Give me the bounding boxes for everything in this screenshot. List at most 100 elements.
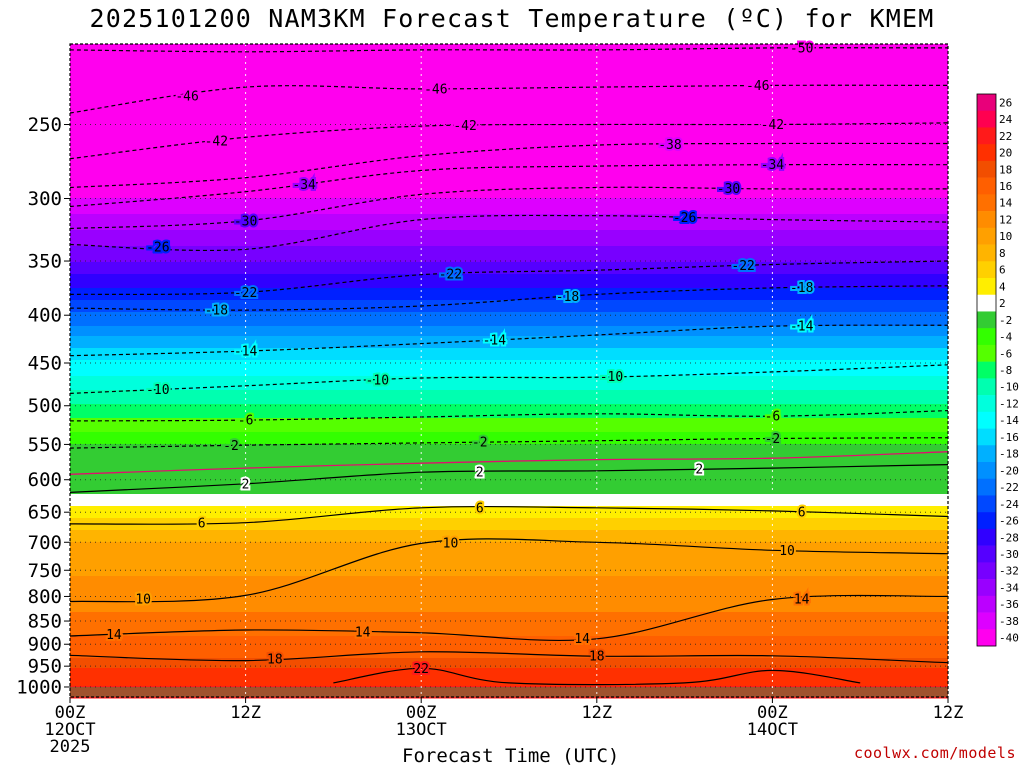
field-band	[70, 344, 948, 347]
isotherm-label: 2	[242, 477, 250, 492]
isotherm-label: -18	[556, 290, 579, 305]
field-band	[70, 622, 948, 625]
field-band	[70, 320, 948, 323]
field-band	[70, 498, 948, 501]
isotherm-label: 14	[106, 628, 122, 643]
field-band	[70, 472, 948, 475]
isotherm-label: -30	[717, 182, 740, 197]
field-band	[70, 370, 948, 373]
field-band	[70, 230, 948, 233]
field-band	[70, 106, 948, 109]
field-band	[70, 496, 948, 499]
colorbar-label: -36	[999, 598, 1019, 611]
colorbar-label: -26	[999, 515, 1019, 528]
field-band	[70, 620, 948, 623]
field-band	[70, 378, 948, 381]
temperature-field	[70, 44, 948, 699]
field-band	[70, 546, 948, 549]
field-band	[70, 576, 948, 579]
field-band	[70, 226, 948, 229]
field-band	[70, 82, 948, 85]
x-tick-label: 12Z	[581, 703, 612, 723]
field-band	[70, 266, 948, 269]
field-band	[70, 578, 948, 581]
field-band	[70, 246, 948, 249]
field-band	[70, 542, 948, 545]
field-band	[70, 76, 948, 79]
field-band	[70, 454, 948, 457]
underground-region	[70, 686, 948, 697]
isotherm-label: -22	[439, 267, 462, 282]
colorbar-label: -10	[999, 381, 1019, 394]
isotherm--10	[69, 364, 949, 394]
field-band	[70, 532, 948, 535]
field-band	[70, 364, 948, 367]
field-band	[70, 424, 948, 427]
field-band	[70, 608, 948, 611]
isotherm-2	[69, 464, 949, 493]
field-band	[70, 626, 948, 629]
field-band	[70, 216, 948, 219]
field-band	[70, 234, 948, 237]
isotherm-label: 10	[135, 592, 151, 607]
colorbar-label: 24	[999, 113, 1013, 126]
field-band	[70, 182, 948, 185]
field-band	[70, 198, 948, 201]
field-band	[70, 400, 948, 403]
field-band	[70, 636, 948, 639]
field-band	[70, 228, 948, 231]
field-band	[70, 614, 948, 617]
field-band	[70, 116, 948, 119]
y-tick-label: 400	[28, 305, 62, 327]
field-band	[70, 192, 948, 195]
field-band	[70, 156, 948, 159]
field-band	[70, 84, 948, 87]
field-band	[70, 372, 948, 375]
y-tick-label: 1000	[16, 676, 62, 698]
field-band	[70, 586, 948, 589]
field-band	[70, 70, 948, 73]
isotherm-label: -6	[765, 410, 781, 425]
field-band	[70, 452, 948, 455]
colorbar-swatch	[977, 478, 996, 496]
field-band	[70, 136, 948, 139]
isotherm-label: 22	[413, 662, 429, 677]
field-band	[70, 132, 948, 135]
colorbar-label: -24	[999, 498, 1019, 511]
field-band	[70, 80, 948, 83]
isotherm-label: -2	[765, 432, 781, 447]
field-band	[70, 678, 948, 681]
field-band	[70, 464, 948, 467]
field-band	[70, 406, 948, 409]
field-band	[70, 488, 948, 491]
x-tick-label: 00Z	[55, 703, 86, 723]
x-tick-label: 13OCT	[396, 720, 447, 740]
field-band	[70, 494, 948, 497]
isotherm-label: -14	[234, 345, 258, 360]
field-band	[70, 212, 948, 215]
field-band	[70, 50, 948, 53]
colorbar-label: -40	[999, 632, 1019, 645]
field-band	[70, 600, 948, 603]
field-band	[70, 96, 948, 99]
field-band	[70, 280, 948, 283]
isotherm--26	[69, 214, 949, 252]
isobar-guides	[70, 44, 948, 697]
field-band	[70, 94, 948, 97]
isotherm-label: -38	[658, 138, 681, 153]
x-tick-label: 2025	[50, 737, 91, 757]
field-band	[70, 416, 948, 419]
field-band	[70, 366, 948, 369]
field-band	[70, 560, 948, 563]
field-band	[70, 548, 948, 551]
colorbar-swatch	[977, 495, 996, 513]
colorbar-label: -4	[999, 331, 1013, 344]
colorbar-swatch	[977, 110, 996, 128]
colorbar-swatch	[977, 361, 996, 379]
isotherm-label: 14	[355, 625, 371, 640]
isotherm-label: 14	[574, 632, 590, 647]
freezing-line	[69, 451, 949, 475]
colorbar-swatch	[977, 428, 996, 446]
field-band	[70, 638, 948, 641]
